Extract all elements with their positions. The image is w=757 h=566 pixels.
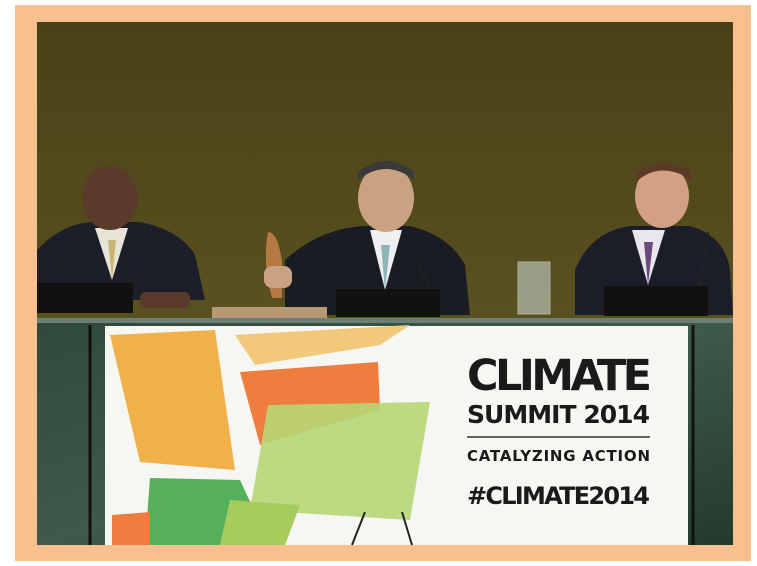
- monitor: [336, 289, 440, 317]
- page: CLIMATE SUMMIT 2014 CATALYZING ACTION #C…: [0, 0, 757, 566]
- gavel-block: [212, 307, 327, 319]
- water-jug: [518, 262, 550, 314]
- desk-edge: [37, 318, 733, 323]
- photo-frame: CLIMATE SUMMIT 2014 CATALYZING ACTION #C…: [0, 0, 757, 566]
- banner-subtitle: SUMMIT 2014: [467, 400, 650, 429]
- banner-tagline: CATALYZING ACTION: [467, 447, 650, 465]
- banner-title: CLIMATE: [467, 351, 652, 401]
- monitor: [604, 286, 708, 316]
- banner-hashtag: #CLIMATE2014: [467, 482, 650, 510]
- monitor: [37, 283, 133, 313]
- banner: CLIMATE SUMMIT 2014 CATALYZING ACTION #C…: [105, 325, 688, 545]
